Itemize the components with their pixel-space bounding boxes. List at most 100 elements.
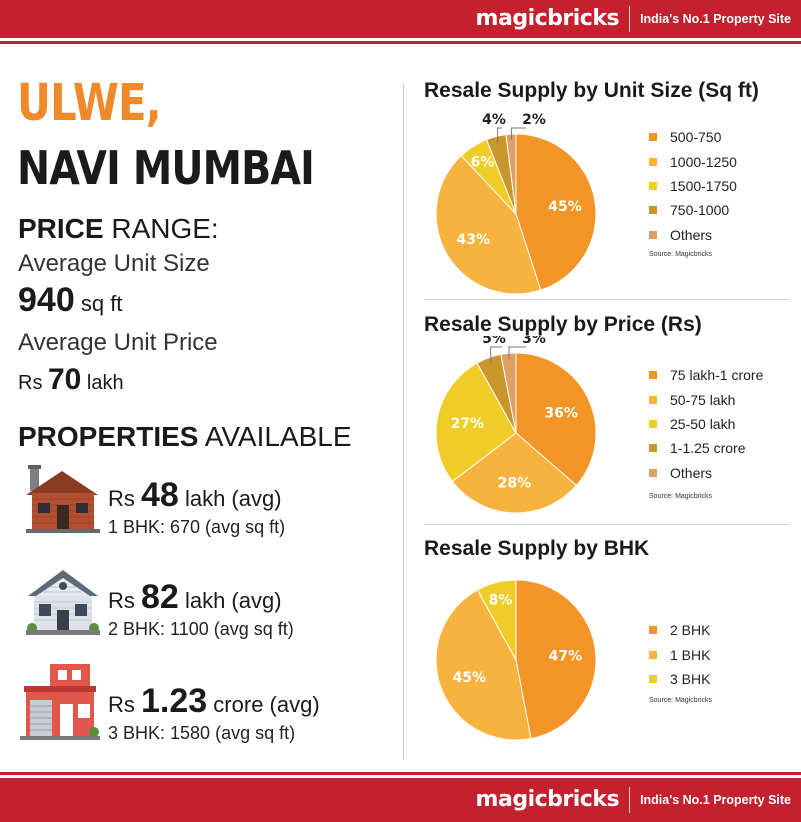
pie-slice-50-75-lakh xyxy=(451,432,578,514)
chart-divider-2 xyxy=(424,524,790,525)
avg-unit-size-unit: sq ft xyxy=(74,291,123,316)
legend-swatch xyxy=(649,674,657,683)
legend-swatch xyxy=(649,395,657,404)
legend-item-75-lakh-1-crore: 75 lakh-1 crore xyxy=(649,363,763,387)
bottom-accent-line xyxy=(0,772,801,775)
avg-unit-price-unit: lakh xyxy=(81,372,124,394)
chart-unit-size-source: Source: Magicbricks xyxy=(649,251,713,258)
brand-tagline: India's No.1 Property Site xyxy=(640,12,791,26)
chart-price-source: Source: Magicbricks xyxy=(649,493,713,500)
property-3bhk-value: 1.23 xyxy=(141,682,208,720)
pie-leader-1-1-25-crore xyxy=(490,346,502,364)
brown-house-icon xyxy=(26,465,100,533)
chart-bhk-pie: 47% 45% 8% xyxy=(435,579,597,741)
legend-label: 25-50 lakh xyxy=(670,415,736,432)
legend-item-others: Others xyxy=(649,461,763,485)
chart-unit-size-legend: 500-750 1000-1250 1500-1750 750-1000 Others xyxy=(649,125,737,247)
property-3bhk: Rs 1.23 crore (avg) 3 BHK: 1580 (avg sq … xyxy=(108,684,320,744)
chart-bhk-source: Source: Magicbricks xyxy=(649,697,713,704)
location-line-2: NAVI MUMBAI xyxy=(17,141,315,195)
property-1bhk-detail: 1 BHK: 670 (avg sq ft) xyxy=(108,517,286,537)
price-range-heading-rest: RANGE: xyxy=(103,213,219,244)
legend-item-3-bhk: 3 BHK xyxy=(649,667,710,691)
avg-unit-price-value: Rs 70 lakh xyxy=(18,360,124,403)
property-3bhk-prefix: Rs xyxy=(108,692,141,717)
avg-unit-price-prefix: Rs xyxy=(18,372,48,394)
grey-house-icon xyxy=(26,570,100,635)
legend-swatch xyxy=(649,206,657,215)
brand-footer: magicbricks India's No.1 Property Site xyxy=(476,778,801,822)
properties-heading: PROPERTIES AVAILABLE xyxy=(18,420,352,454)
property-2bhk: Rs 82 lakh (avg) 2 BHK: 1100 (avg sq ft) xyxy=(108,580,294,640)
legend-swatch xyxy=(649,181,657,190)
pie-label-1500-1750: 6% xyxy=(471,154,495,170)
top-accent-line xyxy=(0,41,801,44)
brand-tagline-footer: India's No.1 Property Site xyxy=(640,793,791,807)
legend-label: 2 BHK xyxy=(670,622,711,639)
legend-swatch xyxy=(649,468,657,477)
legend-swatch xyxy=(649,626,657,635)
column-divider xyxy=(403,84,404,760)
pie-label-500-750: 45% xyxy=(548,199,582,215)
legend-swatch xyxy=(649,230,657,239)
pie-slice-500-750 xyxy=(515,133,597,291)
price-range-heading-bold: PRICE xyxy=(18,213,104,244)
pie-label-1000-1250: 43% xyxy=(457,232,491,248)
legend-item-750-1000: 750-1000 xyxy=(649,198,737,222)
pie-slice-2-bhk xyxy=(515,579,597,740)
legend-label: 500-750 xyxy=(670,129,722,146)
legend-label: 1000-1250 xyxy=(670,153,737,170)
legend-item-1000-1250: 1000-1250 xyxy=(649,149,737,173)
avg-unit-size-number: 940 xyxy=(18,281,75,319)
property-1bhk-price: Rs 48 lakh (avg) xyxy=(108,478,285,516)
legend-label: 3 BHK xyxy=(670,670,711,687)
pie-label-2-bhk: 47% xyxy=(549,648,583,664)
legend-label: 1-1.25 crore xyxy=(670,440,746,457)
property-3bhk-price: Rs 1.23 crore (avg) xyxy=(108,684,320,722)
pie-label-50-75-lakh: 28% xyxy=(498,476,532,492)
chart-price-title: Resale Supply by Price (Rs) xyxy=(424,313,702,336)
pie-label-1-1-25-crore: 5% xyxy=(482,336,506,347)
legend-swatch xyxy=(649,133,657,142)
pie-slice-others xyxy=(500,352,517,434)
legend-label: Others xyxy=(670,226,713,243)
legend-swatch xyxy=(649,157,657,166)
pie-slice-25-50-lakh xyxy=(435,362,517,483)
chart-bhk-title: Resale Supply by BHK xyxy=(424,537,650,560)
property-2bhk-prefix: Rs xyxy=(108,588,141,613)
pie-slice-1000-1250 xyxy=(435,154,542,295)
property-1bhk-prefix: Rs xyxy=(108,486,141,511)
chart-divider-1 xyxy=(424,299,790,300)
chart-price-legend: 75 lakh-1 crore 50-75 lakh 25-50 lakh 1-1.2… xyxy=(649,363,763,485)
legend-item-25-50-lakh: 25-50 lakh xyxy=(649,412,763,436)
legend-item-1500-1750: 1500-1750 xyxy=(649,174,737,198)
pie-leader-others xyxy=(508,346,526,360)
pie-label-others: 2% xyxy=(522,112,546,128)
pie-label-75-lakh-1-crore: 36% xyxy=(544,405,578,421)
legend-item-others: Others xyxy=(649,223,737,247)
pie-label-25-50-lakh: 27% xyxy=(451,416,485,432)
legend-label: 50-75 lakh xyxy=(670,391,736,408)
legend-item-2-bhk: 2 BHK xyxy=(649,618,710,642)
top-brand-bar: magicbricks India's No.1 Property Site xyxy=(0,0,801,38)
pie-leader-others xyxy=(510,127,526,141)
legend-label: 750-1000 xyxy=(670,202,730,219)
property-1bhk: Rs 48 lakh (avg) 1 BHK: 670 (avg sq ft) xyxy=(108,478,285,538)
properties-heading-rest: AVAILABLE xyxy=(198,421,352,452)
property-2bhk-price: Rs 82 lakh (avg) xyxy=(108,580,294,618)
pie-slice-75-lakh-1-crore xyxy=(515,352,597,487)
property-2bhk-detail: 2 BHK: 1100 (avg sq ft) xyxy=(108,619,294,639)
pie-label-1-bhk: 45% xyxy=(453,670,487,686)
legend-swatch xyxy=(649,371,657,380)
property-1bhk-unit: lakh (avg) xyxy=(178,486,282,511)
pie-leader-750-1000 xyxy=(497,127,502,143)
legend-label: 75 lakh-1 crore xyxy=(670,367,764,384)
legend-item-50-75-lakh: 50-75 lakh xyxy=(649,387,763,411)
legend-swatch xyxy=(649,444,657,453)
chart-unit-size-title: Resale Supply by Unit Size (Sq ft) xyxy=(424,79,759,102)
property-3bhk-detail: 3 BHK: 1580 (avg sq ft) xyxy=(108,723,296,743)
pie-label-others: 3% xyxy=(522,336,546,347)
avg-unit-price-number: 70 xyxy=(48,363,82,396)
price-range-heading: PRICE RANGE: xyxy=(18,212,219,246)
legend-label: 1500-1750 xyxy=(670,177,737,194)
